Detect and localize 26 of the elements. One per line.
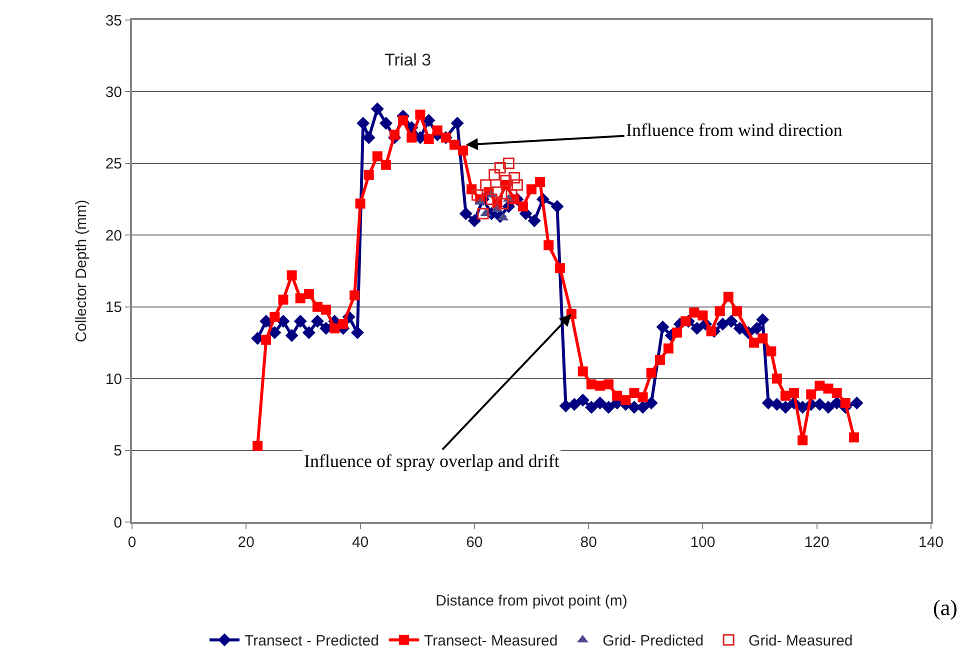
x-tick-label: 100 [690,534,716,551]
x-tick-label: 0 [128,534,136,551]
x-tick-label: 120 [804,534,830,551]
x-tick-label: 140 [918,534,944,551]
x-tick-label: 80 [580,534,597,551]
text: (a) [933,595,958,620]
annotation: Influence from wind direction [626,120,842,140]
legend-label: Transect- Measured [424,632,558,650]
y-tick-label: 35 [105,12,122,30]
x-tick-label: 60 [466,534,483,551]
y-tick-label: 25 [105,156,122,173]
text: Trial 3 [384,50,432,70]
x-axis-title: Distance from pivot point (m) [436,592,628,610]
y-tick-label: 20 [105,227,122,244]
y-tick-label: 5 [114,442,122,460]
y-tick-label: 10 [105,370,122,388]
legend-label: Grid- Predicted [602,632,704,650]
x-tick-label: 20 [238,534,254,551]
y-tick-label: 30 [105,84,122,101]
annotation: Influence of spray overlap and drift [304,451,560,471]
legend-label: Transect - Predicted [244,632,379,650]
legend-label: Grid- Measured [748,632,853,650]
y-axis-title: Collector Depth (mm) [73,200,90,342]
y-tick-label: 15 [105,299,122,316]
x-tick-label: 40 [352,534,369,551]
y-tick-label: 0 [114,514,122,532]
